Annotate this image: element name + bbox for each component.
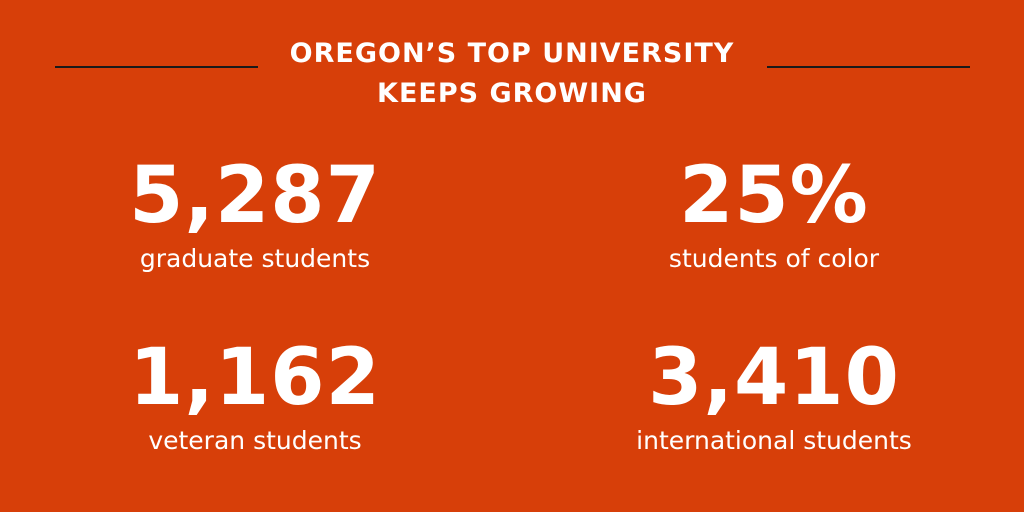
stat-label: veteran students [148, 426, 362, 455]
divider-right [767, 66, 970, 68]
stat-number: 1,162 [129, 333, 381, 423]
stat-label: international students [636, 426, 912, 455]
divider-left [55, 66, 258, 68]
headline: OREGON’S TOP UNIVERSITY KEEPS GROWING [262, 34, 762, 114]
stat-number: 5,287 [129, 151, 381, 241]
stat-students-of-color: 25% students of color [574, 156, 974, 274]
headline-line-1: OREGON’S TOP UNIVERSITY [289, 38, 735, 69]
headline-line-2: KEEPS GROWING [377, 78, 647, 109]
stat-number: 3,410 [648, 333, 900, 423]
stat-number: 25% [679, 151, 869, 241]
stat-international-students: 3,410 international students [574, 338, 974, 456]
stat-label: graduate students [139, 244, 371, 273]
stat-label: students of color [668, 244, 880, 273]
stat-graduate-students: 5,287 graduate students [55, 156, 455, 274]
stat-veteran-students: 1,162 veteran students [55, 338, 455, 456]
